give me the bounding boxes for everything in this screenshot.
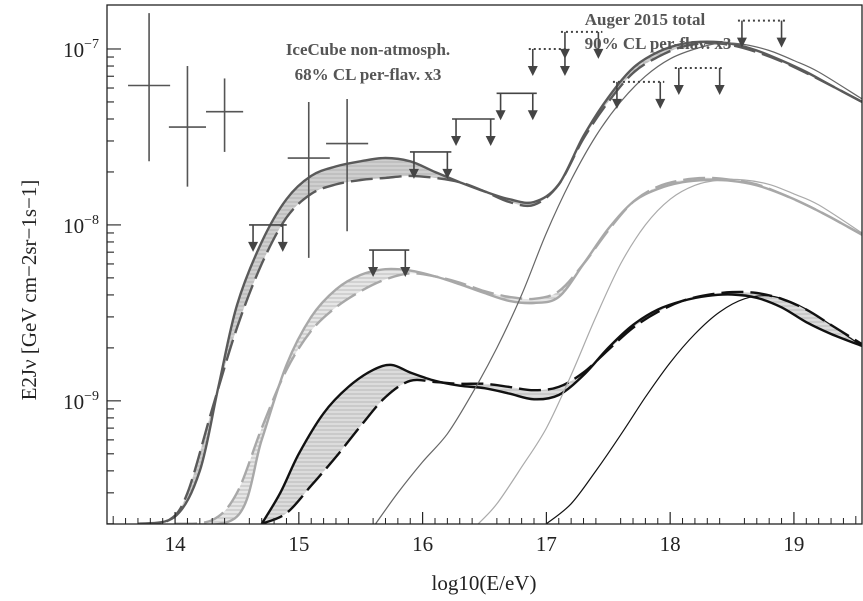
icecube-annotation-line1: IceCube non-atmosph. xyxy=(286,40,450,59)
icecube-upper-limit-arrowhead xyxy=(400,267,411,278)
curve-middle-solid-4 xyxy=(174,178,862,524)
auger-upper-limit-arrowhead xyxy=(673,84,684,95)
curve-thin-solid-9 xyxy=(546,295,862,524)
icecube-point-1 xyxy=(128,13,171,162)
auger-upper-limit-arrowhead xyxy=(527,65,538,76)
icecube-upper-limit-3 xyxy=(408,151,453,179)
y-ticks: 10−9 10−8 10−7 xyxy=(63,37,121,525)
curve-bottom-solid-6 xyxy=(260,293,862,524)
icecube-upper-limit-2 xyxy=(368,249,411,278)
curve-thin-solid-7 xyxy=(375,42,862,524)
auger-upper-limit-5 xyxy=(736,19,787,48)
y-axis-title: E2Jν [GeV cm−2sr−1s−1] xyxy=(17,180,41,401)
band-hatch-2 xyxy=(175,177,862,524)
x-tick-label-19: 19 xyxy=(783,532,804,556)
icecube-point-2 xyxy=(168,66,207,187)
icecube-upper-limit-1 xyxy=(248,224,288,252)
x-tick-label-14: 14 xyxy=(165,532,187,556)
auger-upper-limit-arrowhead xyxy=(776,37,787,48)
icecube-upper-limit-arrowhead xyxy=(442,168,453,179)
auger-upper-limit-arrowhead xyxy=(736,37,747,48)
x-tick-label-18: 18 xyxy=(660,532,681,556)
auger-annotation-line1: Auger 2015 total xyxy=(585,10,706,29)
y-tick-label--8: 10−8 xyxy=(63,213,99,238)
icecube-upper-limit-arrowhead xyxy=(248,241,259,252)
curve-top-solid-2 xyxy=(137,40,862,524)
icecube-upper-limit-arrowhead xyxy=(451,135,462,146)
icecube-point-4 xyxy=(287,101,330,258)
curve-top-dashed-1 xyxy=(137,41,862,524)
curve-bottom-dashed-5 xyxy=(261,290,862,524)
uncertainty-bands xyxy=(137,41,862,524)
icecube-upper-limit-5 xyxy=(495,92,538,121)
x-tick-label-17: 17 xyxy=(536,532,557,556)
icecube-upper-limit-arrowhead xyxy=(408,168,419,179)
auger-upper-limit-arrowhead xyxy=(714,84,725,95)
icecube-upper-limit-arrowhead xyxy=(485,135,496,146)
icecube-data-points xyxy=(128,13,369,258)
icecube-upper-limit-arrowhead xyxy=(277,241,288,252)
icecube-upper-limit-arrowhead xyxy=(495,110,506,121)
icecube-point-5 xyxy=(326,98,369,232)
curve-thin-solid-8 xyxy=(477,178,862,524)
y-tick-label--7: 10−7 xyxy=(63,37,99,62)
icecube-annotation-line2: 68% CL per-flav. x3 xyxy=(295,65,442,84)
x-tick-label-16: 16 xyxy=(412,532,433,556)
auger-upper-limit-2 xyxy=(559,30,604,59)
x-ticks: 14 15 16 17 18 19 xyxy=(112,512,857,556)
auger-upper-limit-4 xyxy=(673,66,725,95)
auger-upper-limit-arrowhead xyxy=(593,48,604,59)
auger-upper-limit-arrowhead xyxy=(559,48,570,59)
icecube-upper-limit-4 xyxy=(451,118,496,146)
band-hatch-3 xyxy=(261,291,862,524)
model-curves xyxy=(137,40,862,524)
plot-frame xyxy=(106,4,863,525)
auger-upper-limit-3 xyxy=(611,80,666,109)
auger-upper-limit-arrowhead xyxy=(559,65,570,76)
y-tick-label--9: 10−9 xyxy=(63,389,99,414)
icecube-point-3 xyxy=(206,78,244,152)
upper-limits xyxy=(248,19,787,278)
x-tick-label-15: 15 xyxy=(288,532,309,556)
icecube-upper-limit-arrowhead xyxy=(527,110,538,121)
auger-annotation-line2: 90% CL per-flav. x3 xyxy=(585,34,732,53)
icecube-upper-limit-arrowhead xyxy=(368,267,379,278)
auger-upper-limit-arrowhead xyxy=(611,98,622,109)
auger-upper-limit-arrowhead xyxy=(655,98,666,109)
x-axis-title: log10(E/eV) xyxy=(432,571,537,595)
